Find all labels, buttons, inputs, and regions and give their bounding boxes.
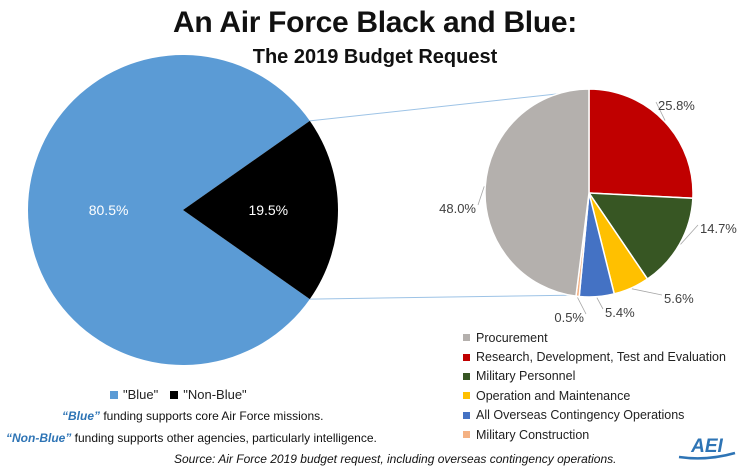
legend-label: All Overseas Contingency Operations xyxy=(476,408,685,423)
label-procurement: 48.0% xyxy=(439,201,476,216)
legend-item-operation-and-maintenance: Operation and Maintenance xyxy=(463,386,726,405)
legend-item-blue: "Blue" xyxy=(110,387,158,402)
label-operation-and-maintenance: 5.6% xyxy=(664,291,694,306)
legend-label: Research, Development, Test and Evaluati… xyxy=(476,350,726,365)
label-research-development-test-and-evaluation: 25.8% xyxy=(658,98,695,113)
data-labels: 80.5% 19.5% 48.0% 25.8% 14.7% 5.6% 5.4% 0.5% xyxy=(89,98,738,325)
label-military-construction: 0.5% xyxy=(554,310,584,325)
blue-nonblue-legend: "Blue" "Non-Blue" xyxy=(110,387,259,402)
legend-item-non-blue: "Non-Blue" xyxy=(170,387,247,402)
legend-item-military-construction: Military Construction xyxy=(463,425,726,444)
slice-blue xyxy=(27,54,310,365)
connector-bottom xyxy=(309,294,585,300)
legend-swatch xyxy=(170,390,179,399)
breakdown-legend: Procurement Research, Development, Test a… xyxy=(463,328,726,444)
legend-label: Operation and Maintenance xyxy=(476,388,631,403)
blue-note: “Blue” funding supports core Air Force m… xyxy=(62,409,324,423)
nonblue-note: “Non-Blue” funding supports other agenci… xyxy=(6,431,377,445)
legend-swatch xyxy=(463,411,470,419)
blue-nonblue-pie xyxy=(27,54,338,365)
legend-label: Military Personnel xyxy=(476,369,576,384)
chart-subtitle: The 2019 Budget Request xyxy=(252,46,498,68)
label-military-personnel: 14.7% xyxy=(700,221,737,236)
source-note: Source: Air Force 2019 budget request, i… xyxy=(174,452,617,466)
legend-swatch xyxy=(463,353,470,361)
legend-swatch xyxy=(463,392,470,400)
legend-item-procurement: Procurement xyxy=(463,328,726,347)
label-blue: 80.5% xyxy=(89,202,129,218)
blue-breakdown-pie xyxy=(484,88,694,298)
legend-swatch xyxy=(463,334,470,342)
connector-top xyxy=(309,90,585,122)
slice-non-blue xyxy=(183,120,338,300)
aei-logo-icon: AEI xyxy=(677,433,737,465)
leader-operation-and-maintenance xyxy=(631,288,663,296)
leader-research-development-test-and-evaluation xyxy=(655,101,666,121)
legend-item-all-overseas-contingency-operations: All Overseas Contingency Operations xyxy=(463,406,726,425)
leader-procurement xyxy=(477,186,485,206)
svg-text:AEI: AEI xyxy=(690,436,723,457)
leader-military-personnel xyxy=(680,224,699,245)
leader-all-overseas-contingency-operations xyxy=(596,297,604,310)
label-non-blue: 19.5% xyxy=(248,202,288,218)
slice-military-personnel xyxy=(587,192,694,281)
legend-label: "Blue" xyxy=(123,387,159,402)
legend-item-military-personnel: Military Personnel xyxy=(463,367,726,386)
legend-label: Military Construction xyxy=(476,427,590,442)
connector-lines xyxy=(309,90,585,300)
label-all-overseas-contingency-operations: 5.4% xyxy=(605,305,635,320)
slice-procurement xyxy=(484,88,590,298)
legend-swatch xyxy=(110,390,118,399)
slice-research-development-test-and-evaluation xyxy=(588,88,694,200)
legend-label: Procurement xyxy=(476,330,548,345)
chart-title: An Air Force Black and Blue: xyxy=(173,6,577,39)
legend-item-research-development-test-and-evaluation: Research, Development, Test and Evaluati… xyxy=(463,347,726,366)
leader-military-construction xyxy=(577,297,587,315)
legend-swatch xyxy=(463,372,470,380)
legend-label: "Non-Blue" xyxy=(183,387,247,402)
legend-swatch xyxy=(463,431,470,439)
